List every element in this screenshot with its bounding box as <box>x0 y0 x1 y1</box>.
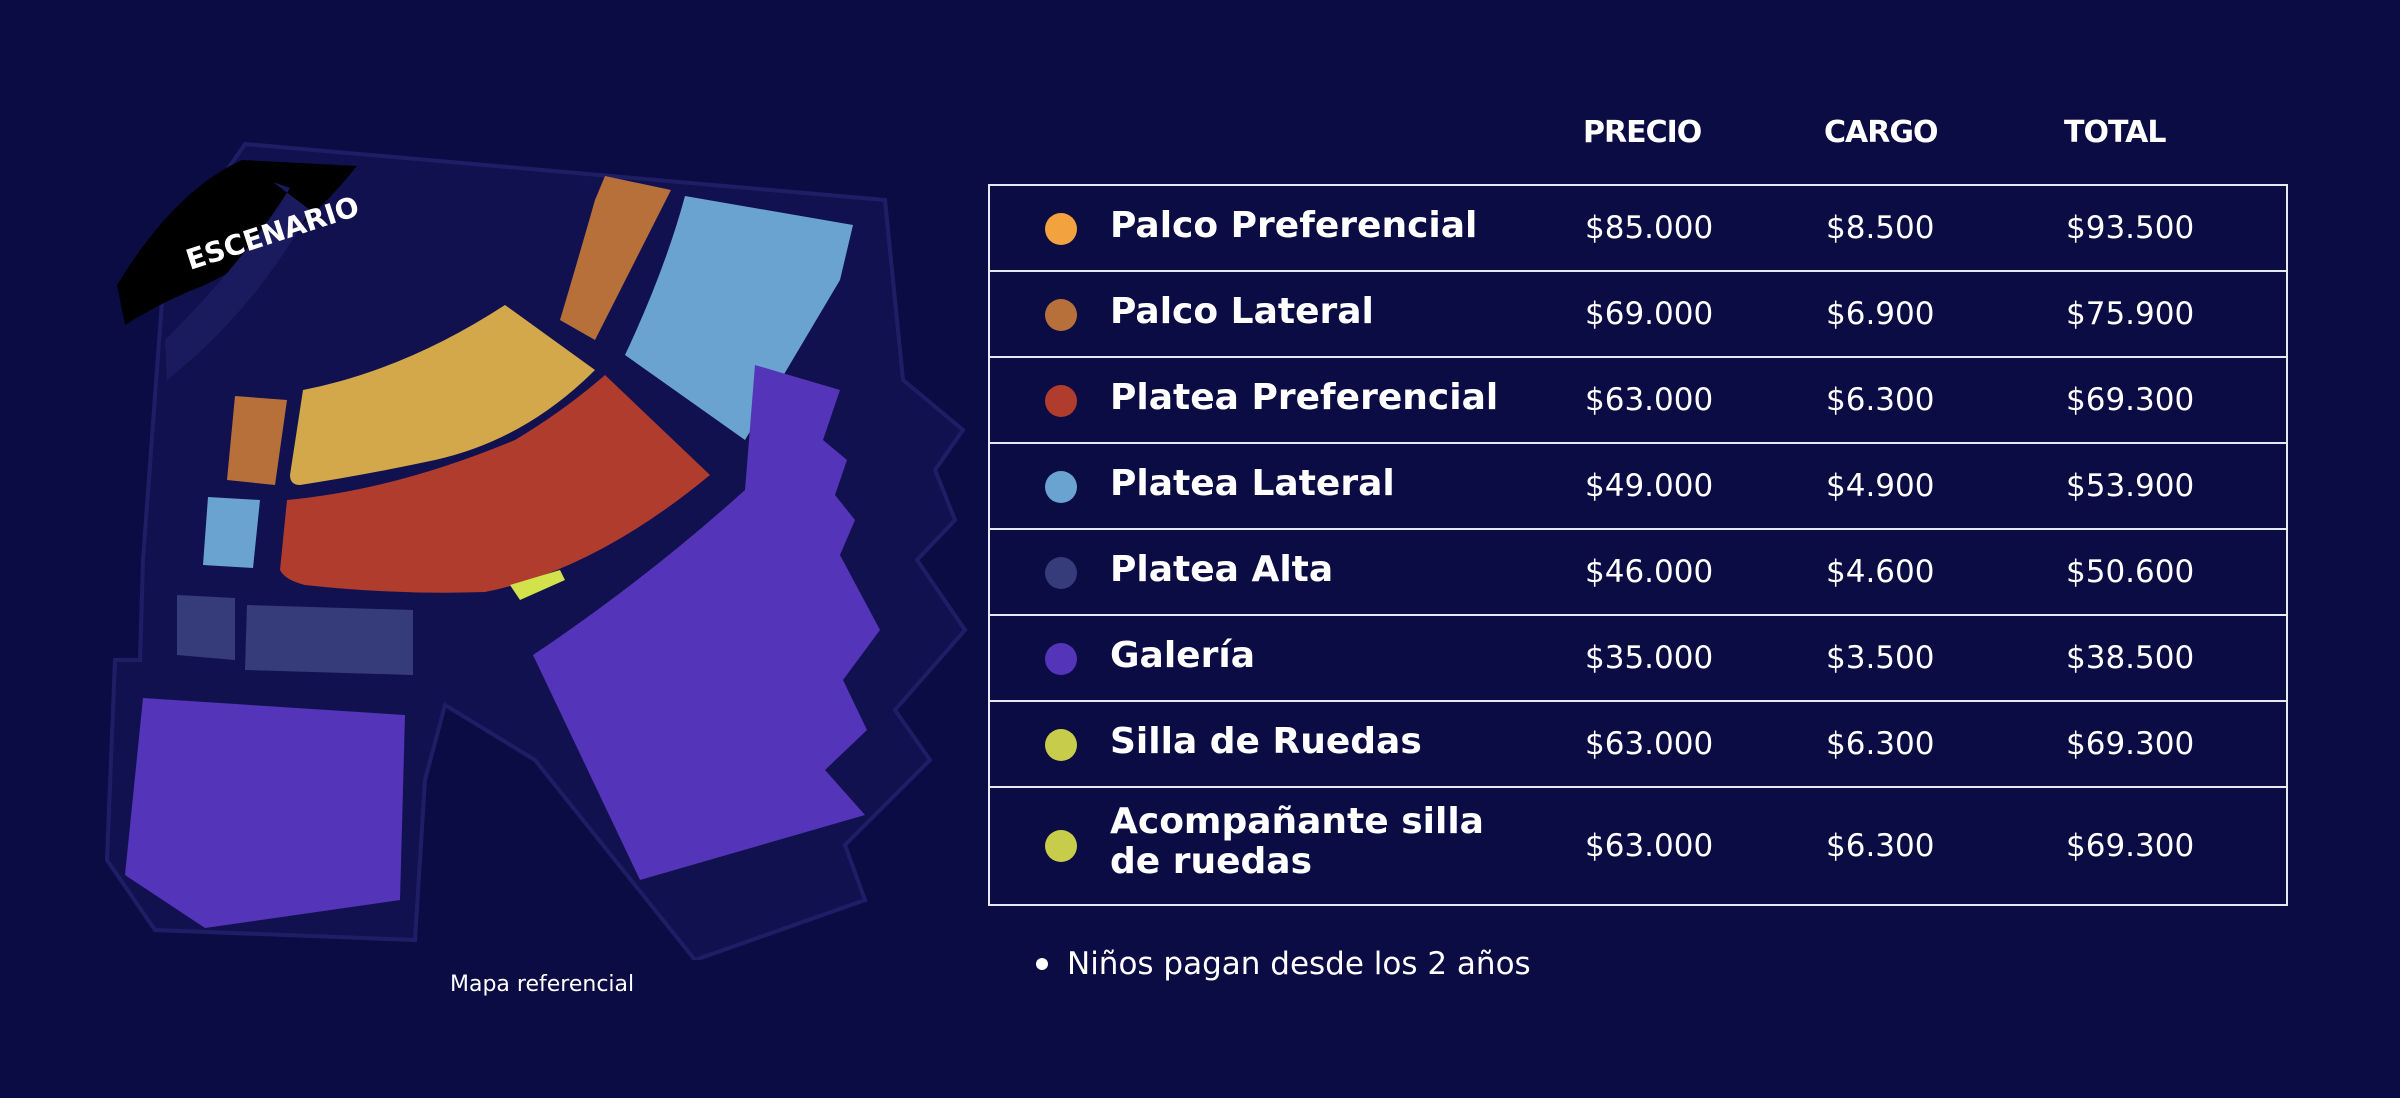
precio-value: $63.000 <box>1585 382 1714 418</box>
price-table: Palco Preferencial $85.000 $8.500 $93.50… <box>988 184 2288 906</box>
table-row: Palco Lateral $69.000 $6.900 $75.900 <box>990 272 2286 358</box>
total-value: $69.300 <box>2066 828 2195 864</box>
cargo-value: $6.300 <box>1826 726 1935 762</box>
zone-name: Acompañante silla de ruedas <box>1110 801 1484 882</box>
cargo-value: $6.300 <box>1826 828 1935 864</box>
cargo-value: $6.900 <box>1826 296 1935 332</box>
zone-silla-de-ruedas[interactable] <box>510 570 565 600</box>
cargo-value: $8.500 <box>1826 210 1935 246</box>
zone-name: Silla de Ruedas <box>1110 721 1422 762</box>
table-row: Platea Preferencial $63.000 $6.300 $69.3… <box>990 358 2286 444</box>
table-row: Acompañante silla de ruedas $63.000 $6.3… <box>990 788 2286 904</box>
total-value: $50.600 <box>2066 554 2195 590</box>
cargo-value: $4.900 <box>1826 468 1935 504</box>
table-row: Platea Alta $46.000 $4.600 $50.600 <box>990 530 2286 616</box>
note-bullet <box>1036 958 1048 970</box>
venue-map: ESCENARIO <box>95 140 975 960</box>
zone-name: Palco Preferencial <box>1110 205 1478 246</box>
table-headers: PRECIO CARGO TOTAL <box>0 115 2400 155</box>
zone-galeria-right[interactable] <box>533 365 880 880</box>
table-row: Platea Lateral $49.000 $4.900 $53.900 <box>990 444 2286 530</box>
zone-name: Platea Lateral <box>1110 463 1395 504</box>
precio-value: $69.000 <box>1585 296 1714 332</box>
total-value: $53.900 <box>2066 468 2195 504</box>
header-cargo: CARGO <box>1824 115 1938 150</box>
precio-value: $35.000 <box>1585 640 1714 676</box>
zone-name: Palco Lateral <box>1110 291 1374 332</box>
precio-value: $63.000 <box>1585 726 1714 762</box>
total-value: $75.900 <box>2066 296 2195 332</box>
stage-band <box>165 182 310 380</box>
zone-platea-preferencial[interactable] <box>280 375 710 593</box>
total-value: $38.500 <box>2066 640 2195 676</box>
zone-platea-alta[interactable] <box>177 595 413 675</box>
note-text: Niños pagan desde los 2 años <box>1067 946 1531 982</box>
zone-palco-lateral-left[interactable] <box>227 396 287 485</box>
precio-value: $85.000 <box>1585 210 1714 246</box>
cargo-value: $3.500 <box>1826 640 1935 676</box>
map-caption: Mapa referencial <box>450 972 635 997</box>
zone-galeria-left[interactable] <box>125 698 405 928</box>
cargo-value: $4.600 <box>1826 554 1935 590</box>
table-row: Galería $35.000 $3.500 $38.500 <box>990 616 2286 702</box>
zone-color-dot <box>1045 299 1077 331</box>
total-value: $93.500 <box>2066 210 2195 246</box>
header-total: TOTAL <box>2064 115 2166 150</box>
zone-color-dot <box>1045 213 1077 245</box>
zone-color-dot <box>1045 830 1077 862</box>
venue-map-svg: ESCENARIO <box>104 141 968 960</box>
precio-value: $46.000 <box>1585 554 1714 590</box>
total-value: $69.300 <box>2066 382 2195 418</box>
zone-name: Platea Preferencial <box>1110 377 1499 418</box>
zone-color-dot <box>1045 557 1077 589</box>
zone-palco-preferencial[interactable] <box>290 305 595 485</box>
zone-color-dot <box>1045 471 1077 503</box>
table-row: Palco Preferencial $85.000 $8.500 $93.50… <box>990 186 2286 272</box>
zone-platea-lateral-right[interactable] <box>625 196 853 440</box>
zone-color-dot <box>1045 385 1077 417</box>
precio-value: $49.000 <box>1585 468 1714 504</box>
table-row: Silla de Ruedas $63.000 $6.300 $69.300 <box>990 702 2286 788</box>
zone-palco-lateral-right[interactable] <box>560 176 671 340</box>
total-value: $69.300 <box>2066 726 2195 762</box>
zone-color-dot <box>1045 729 1077 761</box>
header-precio: PRECIO <box>1583 115 1702 150</box>
zone-name: Platea Alta <box>1110 549 1334 590</box>
cargo-value: $6.300 <box>1826 382 1935 418</box>
precio-value: $63.000 <box>1585 828 1714 864</box>
zone-name: Galería <box>1110 635 1255 676</box>
zone-platea-lateral-left[interactable] <box>203 497 260 568</box>
zone-color-dot <box>1045 643 1077 675</box>
